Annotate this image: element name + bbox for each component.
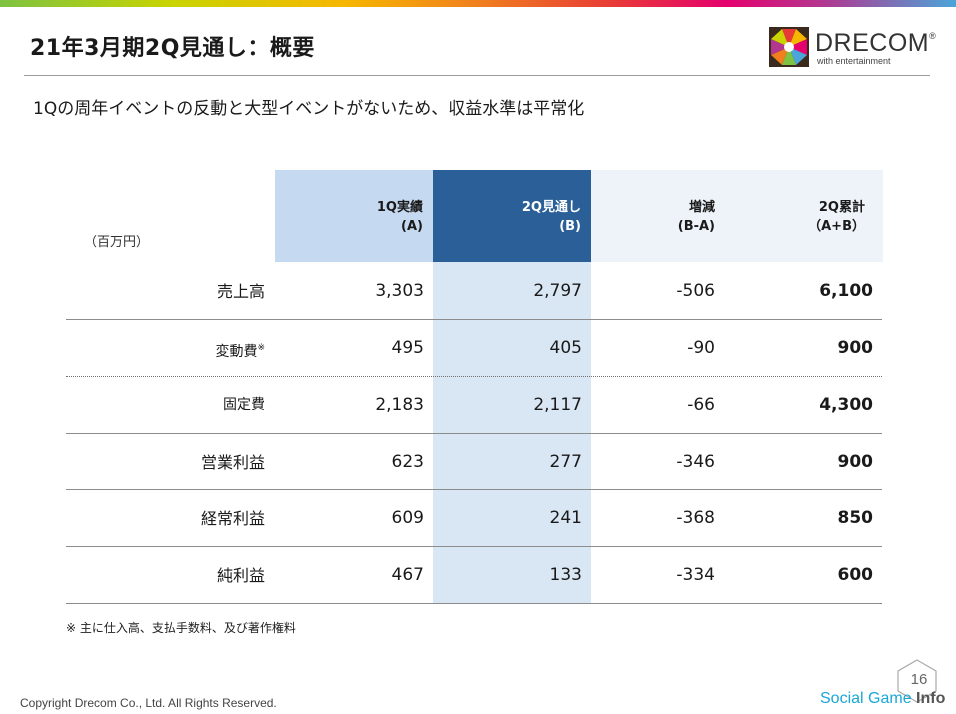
watermark: Social Game Info bbox=[820, 690, 946, 707]
title-divider bbox=[24, 75, 930, 76]
value-1q: 623 bbox=[391, 452, 424, 472]
value-change: -90 bbox=[687, 338, 715, 358]
value-1q: 467 bbox=[391, 565, 424, 585]
value-change: -334 bbox=[676, 565, 715, 585]
table-bottom-rule bbox=[66, 603, 882, 604]
row-label: 純利益 bbox=[216, 566, 265, 585]
page-number-hexagon-icon bbox=[897, 659, 937, 703]
page-number: 16 bbox=[910, 671, 928, 688]
logo-tagline: with entertainment bbox=[817, 56, 891, 66]
logo-wordmark: DRECOM® bbox=[815, 29, 937, 57]
row-divider bbox=[66, 319, 882, 320]
table-row-operating-profit: 営業利益 623 277 -346 900 bbox=[66, 434, 882, 491]
value-cumulative: 900 bbox=[837, 338, 874, 358]
row-divider bbox=[66, 433, 882, 434]
value-2q: 405 bbox=[549, 338, 582, 358]
value-2q: 277 bbox=[549, 452, 582, 472]
value-cumulative: 4,300 bbox=[819, 395, 873, 415]
row-label: 変動費※ bbox=[215, 343, 265, 360]
table-row-revenue: 売上高 3,303 2,797 -506 6,100 bbox=[66, 263, 882, 320]
table-row-variable-cost: 変動費※ 495 405 -90 900 bbox=[66, 320, 882, 377]
value-1q: 3,303 bbox=[375, 281, 424, 301]
footnote-mark: ※ bbox=[257, 343, 265, 353]
footnote: ※ 主に仕入高、支払手数料、及び著作権料 bbox=[66, 621, 296, 635]
column-header-2q-forecast: 2Q見通し (B) bbox=[433, 170, 591, 262]
value-change: -346 bbox=[676, 452, 715, 472]
row-label: 経常利益 bbox=[200, 509, 265, 528]
row-divider bbox=[66, 489, 882, 490]
row-label: 営業利益 bbox=[200, 453, 265, 472]
value-1q: 495 bbox=[391, 338, 424, 358]
value-change: -506 bbox=[676, 281, 715, 301]
unit-label: （百万円） bbox=[84, 235, 150, 250]
column-header-2q-cumulative: 2Q累計 （A+B） bbox=[725, 170, 883, 262]
row-label: 固定費 bbox=[223, 397, 265, 413]
value-2q: 241 bbox=[549, 508, 582, 528]
flower-logo-icon bbox=[769, 27, 809, 67]
slide-subtitle: 1Qの周年イベントの反動と大型イベントがないため、収益水準は平常化 bbox=[33, 99, 585, 119]
value-2q: 2,797 bbox=[533, 281, 582, 301]
value-1q: 2,183 bbox=[375, 395, 424, 415]
table-row-fixed-cost: 固定費 2,183 2,117 -66 4,300 bbox=[66, 377, 882, 434]
copyright: Copyright Drecom Co., Ltd. All Rights Re… bbox=[20, 696, 277, 710]
value-change: -368 bbox=[676, 508, 715, 528]
value-2q: 133 bbox=[549, 565, 582, 585]
column-header-1q-actual: 1Q実績 (A) bbox=[275, 170, 433, 262]
table-row-ordinary-profit: 経常利益 609 241 -368 850 bbox=[66, 490, 882, 547]
drecom-logo: DRECOM® with entertainment bbox=[769, 27, 936, 69]
row-divider-dotted bbox=[66, 376, 882, 377]
value-cumulative: 900 bbox=[837, 452, 874, 472]
value-1q: 609 bbox=[391, 508, 424, 528]
row-label: 売上高 bbox=[216, 282, 265, 301]
column-header-change: 増減 (B-A) bbox=[591, 170, 725, 262]
value-change: -66 bbox=[687, 395, 715, 415]
top-color-bar bbox=[0, 0, 956, 7]
value-cumulative: 850 bbox=[837, 508, 874, 528]
value-2q: 2,117 bbox=[533, 395, 582, 415]
slide-title: 21年3月期2Q見通し：概要 bbox=[30, 36, 315, 61]
table-row-net-profit: 純利益 467 133 -334 600 bbox=[66, 547, 882, 604]
row-divider bbox=[66, 546, 882, 547]
value-cumulative: 6,100 bbox=[819, 281, 873, 301]
value-cumulative: 600 bbox=[837, 565, 874, 585]
